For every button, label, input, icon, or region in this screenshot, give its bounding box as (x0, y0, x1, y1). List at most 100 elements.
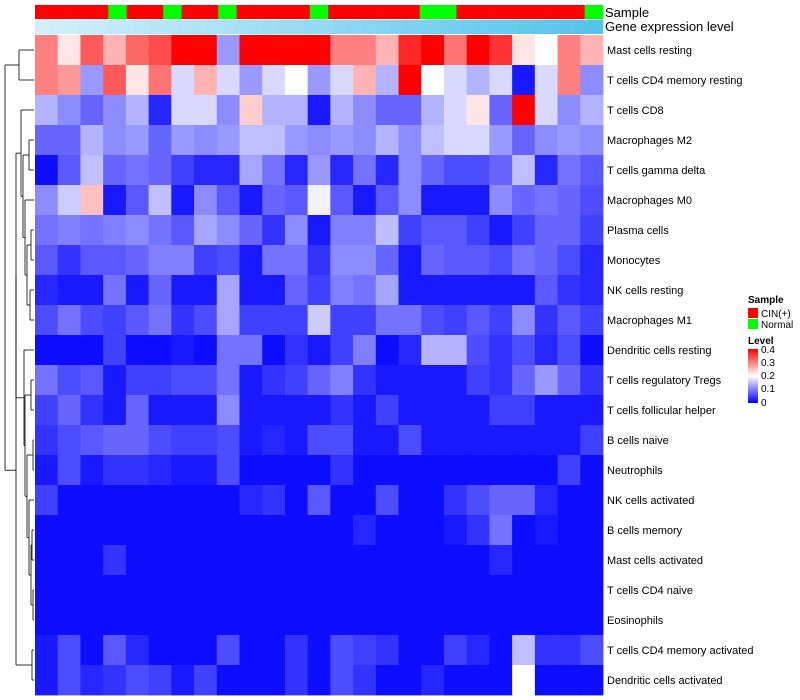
heatmap-cell (421, 575, 445, 606)
heatmap-cell (262, 665, 286, 696)
heatmap-cell (512, 365, 536, 396)
heatmap-cell (262, 635, 286, 666)
row-label: Plasma cells (607, 225, 669, 237)
heatmap-cell (421, 35, 445, 66)
heatmap-cell (466, 365, 490, 396)
sample-annotation-cell (529, 5, 549, 19)
heatmap-cell (580, 305, 604, 336)
heatmap-cell (35, 305, 59, 336)
heatmap-cell (398, 335, 422, 366)
heatmap-cell (489, 335, 513, 366)
heatmap-cell (534, 635, 558, 666)
heatmap-cell (353, 515, 377, 546)
heatmap-cell (466, 35, 490, 66)
heatmap-cell (489, 515, 513, 546)
heatmap-cell (307, 95, 331, 126)
sample-annotation-cell (163, 5, 182, 19)
heatmap-cell (489, 605, 513, 636)
heatmap-cell (262, 35, 286, 66)
heatmap-cell (443, 275, 468, 306)
expression-annotation-cell (319, 20, 334, 34)
heatmap-cell (194, 125, 218, 156)
heatmap-cell (489, 455, 513, 486)
expression-annotation-cell (333, 20, 348, 34)
heatmap-cell (148, 245, 172, 276)
expression-annotation-cell (134, 20, 149, 34)
heatmap-cell (239, 35, 263, 66)
heatmap-cell (557, 275, 581, 306)
expression-annotation-cell (290, 20, 306, 34)
heatmap-cell (35, 425, 59, 456)
row-label: Mast cells activated (607, 555, 703, 567)
heatmap-cell (443, 245, 468, 276)
heatmap-cell (489, 215, 513, 246)
heatmap-cell (466, 305, 490, 336)
heatmap-cell (216, 185, 240, 216)
heatmap-cell (489, 575, 513, 606)
heatmap-cell (80, 275, 104, 306)
expression-annotation-track (35, 20, 604, 34)
heatmap-cell (125, 35, 149, 66)
heatmap-cell (80, 65, 104, 96)
heatmap-cell (35, 185, 59, 216)
heatmap-cell (148, 395, 172, 426)
heatmap-cell (330, 125, 354, 156)
row-label: NK cells resting (607, 285, 683, 297)
heatmap-cell (443, 425, 468, 456)
sample-legend: Sample CIN(+) Normal (748, 295, 793, 331)
sample-annotation-cell (419, 5, 439, 19)
heatmap-cell (353, 125, 377, 156)
heatmap-cell (330, 485, 354, 516)
heatmap-cell (353, 485, 377, 516)
heatmap-cell (443, 215, 468, 246)
expression-annotation-cell (532, 20, 547, 34)
expression-annotation-cell (347, 20, 362, 34)
heatmap-cell (262, 305, 286, 336)
heatmap-cell (489, 365, 513, 396)
heatmap-cell (148, 35, 172, 66)
heatmap-cell (512, 515, 536, 546)
heatmap-cell (489, 185, 513, 216)
heatmap-cell (398, 395, 422, 426)
heatmap-cell (57, 305, 81, 336)
row-label: T cells follicular helper (607, 405, 716, 417)
expression-annotation-cell (106, 20, 121, 34)
heatmap-cell (534, 245, 558, 276)
heatmap-cell (512, 215, 536, 246)
heatmap-cell (125, 545, 149, 576)
heatmap-cell (35, 545, 59, 576)
heatmap-cell (262, 425, 286, 456)
expression-annotation-cell (404, 20, 419, 34)
heatmap-cell (194, 215, 218, 246)
heatmap-cell (194, 305, 218, 336)
heatmap-cell (307, 155, 331, 186)
heatmap-cell (194, 65, 218, 96)
heatmap-cell (125, 485, 149, 516)
heatmap-cell (580, 425, 604, 456)
heatmap-cell (580, 605, 604, 636)
heatmap-cell (57, 95, 81, 126)
heatmap-cell (512, 65, 536, 96)
heatmap-cell (307, 275, 331, 306)
expression-annotation-cell (177, 20, 192, 34)
heatmap-cell (216, 215, 240, 246)
heatmap-cell (148, 125, 172, 156)
heatmap-cell (103, 575, 127, 606)
heatmap-cell (216, 575, 240, 606)
row-label: T cells regulatory Tregs (607, 375, 722, 387)
heatmap-cell (466, 575, 490, 606)
heatmap-cell (330, 605, 354, 636)
heatmap-cell (103, 635, 127, 666)
heatmap-cell (148, 485, 172, 516)
heatmap-cell (80, 155, 104, 186)
heatmap-cell (80, 635, 104, 666)
heatmap-cell (125, 275, 149, 306)
heatmap-cell (171, 515, 195, 546)
heatmap-cell (512, 125, 536, 156)
heatmap-cell (375, 35, 399, 66)
heatmap-cell (398, 305, 422, 336)
sample-annotation-cell (493, 5, 512, 19)
heatmap-cell (148, 635, 172, 666)
heatmap-cell (148, 515, 172, 546)
heatmap-cell (284, 335, 309, 366)
